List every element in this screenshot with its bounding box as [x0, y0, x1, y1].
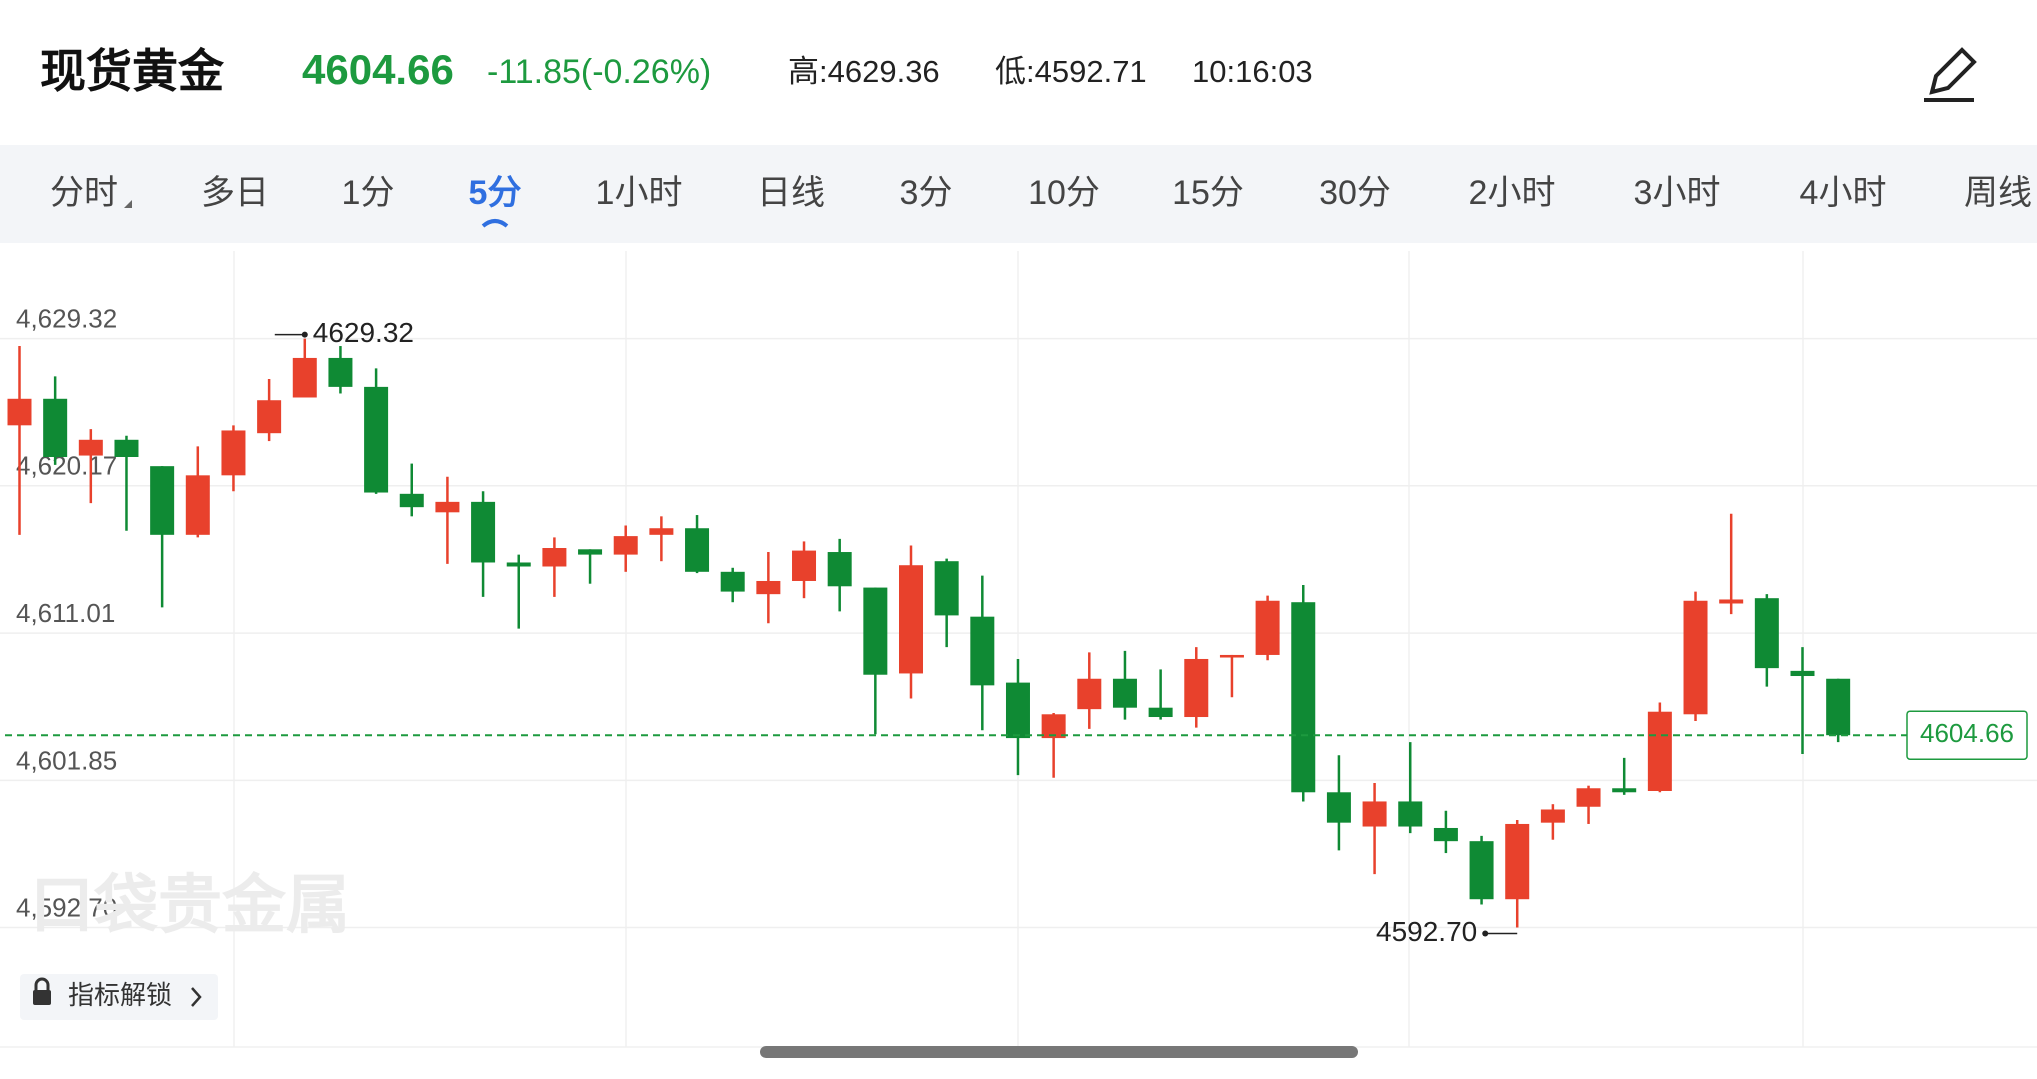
last-price-label: 4604.66: [1920, 718, 2014, 748]
candle-body: [1326, 792, 1351, 823]
header-bg: [0, 0, 2037, 142]
candle-body: [506, 562, 531, 567]
y-tick-label: 4,601.85: [16, 745, 117, 775]
title: 现货黄金: [40, 45, 225, 97]
candle-body: [1469, 841, 1494, 900]
dropdown-mark: [124, 200, 132, 208]
candle-body: [1505, 823, 1530, 900]
tab-indicator: [481, 219, 509, 228]
candle-body: [1647, 711, 1672, 791]
candle-body: [863, 587, 888, 675]
candle-body: [43, 398, 68, 457]
candle-body: [970, 616, 995, 686]
tab[interactable]: 4小时: [1800, 174, 1887, 212]
last-price-box: [1906, 710, 2028, 760]
candle-body: [78, 439, 103, 456]
candle-body: [7, 398, 32, 426]
candle-body: [1576, 788, 1601, 807]
candle-body: [1112, 678, 1137, 708]
candle-body: [899, 565, 923, 674]
y-tick-label: 4,592.70: [16, 892, 117, 922]
lock-icon: [33, 977, 51, 1005]
candle-body: [1683, 600, 1708, 715]
candle-body: [1398, 801, 1423, 827]
tab[interactable]: 1分: [342, 174, 395, 212]
price: 4604.66: [302, 46, 454, 93]
tab[interactable]: 10分: [1028, 174, 1100, 212]
candle-body: [720, 571, 745, 592]
candle-body: [542, 548, 567, 567]
tab[interactable]: 3小时: [1634, 174, 1721, 212]
min-label: 4592.70: [1376, 916, 1477, 947]
candle-body: [1754, 598, 1779, 669]
candle-body: [1790, 670, 1815, 677]
candle-body: [1005, 682, 1030, 739]
indicator-button[interactable]: [20, 974, 218, 1020]
candle-body: [756, 580, 781, 595]
candle-body: [934, 561, 959, 616]
tab[interactable]: 15分: [1172, 174, 1244, 212]
candle-body: [221, 430, 246, 476]
tab[interactable]: 1小时: [596, 174, 683, 212]
min-dot: [1482, 930, 1489, 937]
candle-body: [435, 501, 460, 513]
candle-body: [613, 536, 638, 555]
candle-body: [257, 400, 282, 434]
max-dot: [301, 331, 308, 338]
candle-body: [649, 528, 674, 535]
edit-icon[interactable]: [1924, 47, 1977, 102]
tab[interactable]: 分时: [50, 174, 118, 212]
time: 10:16:03: [1192, 54, 1313, 89]
candle-body: [1433, 827, 1458, 842]
chevron: [191, 987, 202, 1007]
watermark: 口袋贵金属: [30, 869, 350, 941]
candle-body: [364, 386, 389, 493]
candle-body: [1719, 599, 1744, 604]
tab-bar: [0, 145, 2037, 243]
candle-body: [1148, 707, 1173, 718]
day-low: 低:4592.71: [995, 54, 1147, 89]
candle-body: [114, 439, 139, 457]
candle-body: [328, 357, 353, 387]
max-label: 4629.32: [313, 317, 414, 348]
candle-body: [399, 493, 424, 508]
tab[interactable]: 2小时: [1469, 174, 1556, 212]
tab[interactable]: 5分: [469, 174, 522, 212]
tab[interactable]: 日线: [757, 174, 825, 212]
change: -11.85(-0.26%): [487, 53, 711, 91]
candle-body: [827, 552, 852, 587]
tab[interactable]: 3分: [900, 174, 953, 212]
candle-body: [1041, 714, 1066, 739]
home-indicator: [760, 1046, 1358, 1058]
candle-body: [150, 466, 175, 535]
tab[interactable]: 30分: [1319, 174, 1391, 212]
candle-body: [1077, 678, 1102, 710]
y-tick-label: 4,611.01: [16, 598, 115, 628]
candle-body: [578, 549, 603, 555]
button-label[interactable]: 指标解锁: [68, 980, 172, 1010]
y-tick-label: 4,629.32: [16, 304, 117, 334]
candle-body: [792, 550, 817, 581]
candle-body: [1184, 658, 1209, 718]
tab[interactable]: 周线: [1964, 174, 2032, 212]
candle-body: [685, 528, 710, 572]
candle-body: [471, 501, 496, 563]
candle-body: [1540, 809, 1565, 823]
candle-body: [1219, 654, 1244, 658]
candle-body: [1255, 600, 1280, 655]
candle-body: [292, 357, 317, 398]
candle-body: [185, 475, 210, 535]
candle-body: [1291, 602, 1316, 793]
candle-body: [1612, 788, 1637, 793]
candle-body: [1826, 678, 1851, 736]
day-high: 高:4629.36: [788, 54, 940, 89]
tab[interactable]: 多日: [201, 174, 269, 212]
candle-body: [1362, 801, 1387, 827]
